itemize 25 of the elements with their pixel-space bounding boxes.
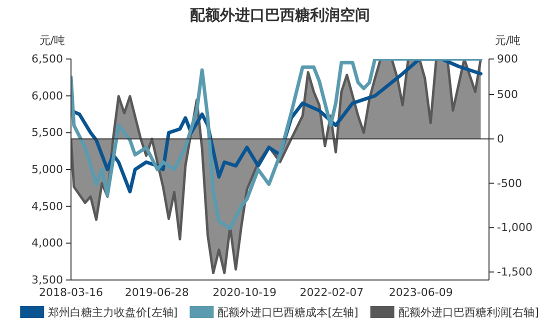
x-tick-label: 2022-02-07 [300, 286, 364, 299]
y-tick-label: 4,500 [32, 200, 63, 213]
y-tick-label: 4,000 [32, 236, 63, 250]
y-tick-label: 5,000 [32, 163, 63, 176]
x-tick-label: 2023-06-09 [388, 286, 453, 299]
y2-tick-label: 900 [497, 52, 518, 66]
y2-tick-label: -1,000 [497, 221, 532, 234]
y-tick-label: 6,500 [32, 52, 63, 66]
x-tick-label: 2019-06-28 [124, 286, 189, 299]
chart-title: 配额外进口巴西糖利润空间 [190, 6, 370, 24]
legend-label: 配额外进口巴西糖成本[左轴] [218, 306, 358, 319]
y2-axis-title: 元/吨 [495, 34, 521, 47]
legend-label: 配额外进口巴西糖利润[右轴] [398, 306, 539, 319]
y-tick-label: 5,500 [32, 126, 63, 140]
x-tick-label: 2018-03-16 [39, 286, 103, 299]
y2-tick-label: 0 [497, 132, 504, 146]
x-tick-label: 2020-10-19 [212, 286, 277, 299]
y2-tick-label: -1,500 [497, 266, 532, 279]
y2-tick-label: -500 [497, 176, 522, 190]
y2-tick-label: 500 [497, 88, 518, 102]
legend-label: 郑州白糖主力收盘价[左轴] [48, 306, 178, 319]
y-tick-label: 3,500 [32, 274, 63, 287]
line-series [71, 59, 483, 230]
y-tick-label: 6,000 [32, 89, 63, 102]
y-axis-title: 元/吨 [39, 34, 65, 47]
